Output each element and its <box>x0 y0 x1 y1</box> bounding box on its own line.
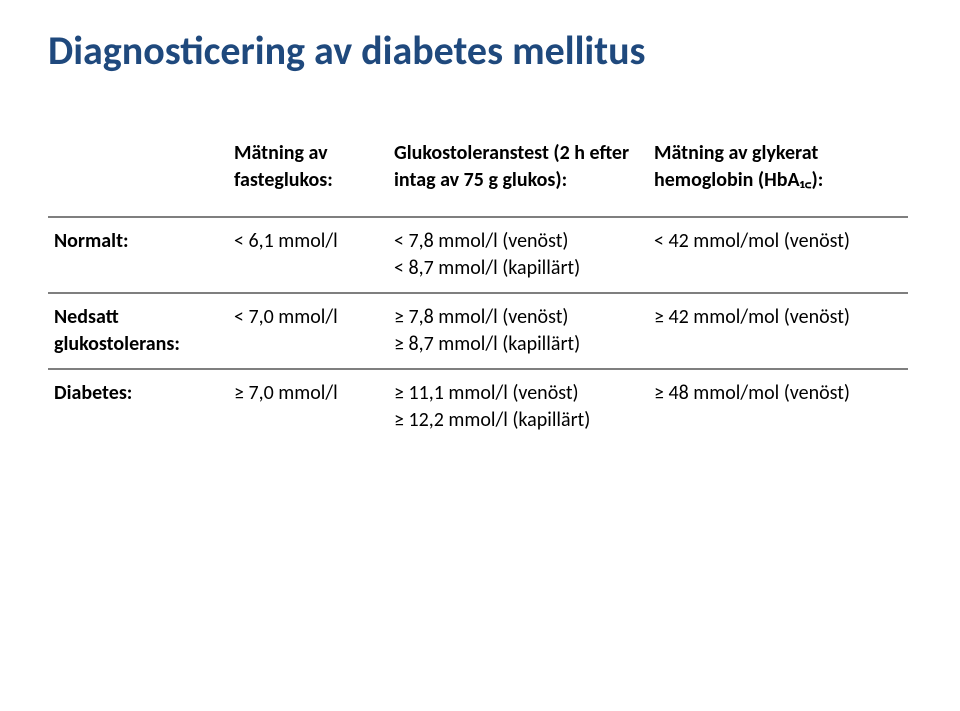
cell-line: ≥ 12,2 mmol/l (kapillärt) <box>394 407 634 434</box>
row-label-diabetes: Diabetes: <box>48 369 228 444</box>
cell-diabetes-fasting: ≥ 7,0 mmol/l <box>228 369 388 444</box>
table-header-row: Mätning av fasteglukos: Glukostoleranste… <box>48 130 908 217</box>
col-header-ogtt: Glukostoleranstest (2 h efter intag av 7… <box>388 130 648 217</box>
cell-line: < 8,7 mmol/l (kapillärt) <box>394 255 634 282</box>
cell-line: ≥ 11,1 mmol/l (venöst) <box>394 380 634 407</box>
cell-impaired-ogtt: ≥ 7,8 mmol/l (venöst) ≥ 8,7 mmol/l (kapi… <box>388 293 648 369</box>
row-label-impaired: Nedsatt glukostolerans: <box>48 293 228 369</box>
col-header-hba1c: Mätning av glykerat hemoglobin (HbA₁꜀): <box>648 130 908 217</box>
table-row: Diabetes: ≥ 7,0 mmol/l ≥ 11,1 mmol/l (ve… <box>48 369 908 444</box>
page-title: Diagnosticering av diabetes mellitus <box>48 28 920 74</box>
cell-normal-fasting: < 6,1 mmol/l <box>228 217 388 293</box>
cell-line: ≥ 8,7 mmol/l (kapillärt) <box>394 331 634 358</box>
col-header-empty <box>48 130 228 217</box>
table-row: Normalt: < 6,1 mmol/l < 7,8 mmol/l (venö… <box>48 217 908 293</box>
cell-line: ≥ 7,8 mmol/l (venöst) <box>394 304 634 331</box>
cell-normal-ogtt: < 7,8 mmol/l (venöst) < 8,7 mmol/l (kapi… <box>388 217 648 293</box>
diagnostic-table: Mätning av fasteglukos: Glukostoleranste… <box>48 130 908 444</box>
col-header-fasting: Mätning av fasteglukos: <box>228 130 388 217</box>
cell-impaired-fasting: < 7,0 mmol/l <box>228 293 388 369</box>
cell-normal-hba1c: < 42 mmol/mol (venöst) <box>648 217 908 293</box>
cell-diabetes-hba1c: ≥ 48 mmol/mol (venöst) <box>648 369 908 444</box>
cell-diabetes-ogtt: ≥ 11,1 mmol/l (venöst) ≥ 12,2 mmol/l (ka… <box>388 369 648 444</box>
row-label-normal: Normalt: <box>48 217 228 293</box>
cell-line: < 7,8 mmol/l (venöst) <box>394 228 634 255</box>
table-row: Nedsatt glukostolerans: < 7,0 mmol/l ≥ 7… <box>48 293 908 369</box>
slide: Diagnosticering av diabetes mellitus Mät… <box>0 0 960 711</box>
cell-impaired-hba1c: ≥ 42 mmol/mol (venöst) <box>648 293 908 369</box>
